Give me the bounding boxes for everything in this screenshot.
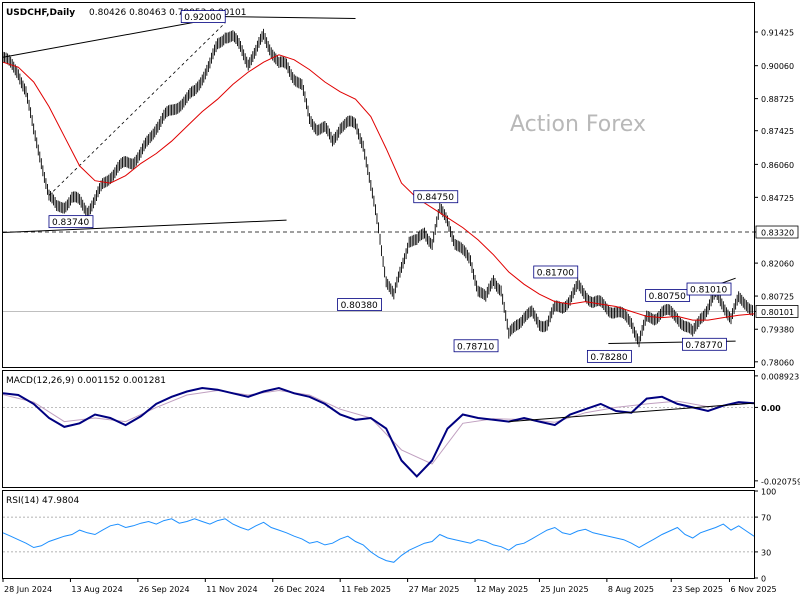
price-y-tick-label: 0.88725	[761, 95, 794, 104]
price-annotation-box	[180, 10, 226, 23]
price-y-label-box	[755, 225, 799, 239]
macd-y-tick-label: 0.008923	[761, 372, 799, 381]
chart-ohlc: 0.80426 0.80463 0.79953 0.80101	[89, 8, 246, 18]
price-y-tick-label: 0.90060	[761, 62, 794, 71]
x-tick-label: 13 Aug 2024	[71, 585, 122, 594]
price-y-tick-label: 0.84725	[761, 194, 794, 203]
rsi-y-tick-label: 70	[761, 514, 771, 523]
macd-title: MACD(12,26,9) 0.001152 0.001281	[6, 376, 166, 386]
price-y-tick-label: 0.80725	[761, 293, 794, 302]
price-annotation: 0.80380	[341, 301, 378, 311]
macd-layer	[2, 386, 755, 478]
x-tick-label: 8 Aug 2025	[608, 585, 654, 594]
price-panel-frame	[2, 2, 755, 368]
trendline-dashed	[48, 22, 226, 196]
price-annotation: 0.78710	[457, 342, 494, 352]
rsi-y-tick-label: 100	[761, 488, 776, 497]
x-tick-label: 23 Sep 2025	[672, 585, 723, 594]
macd-trendline	[508, 402, 755, 423]
x-tick-label: 27 Mar 2025	[409, 585, 460, 594]
price-annotation: 0.80750	[649, 292, 686, 302]
x-tick-label: 11 Nov 2024	[206, 585, 257, 594]
trendline-bottom	[2, 219, 287, 234]
rsi-y-tick-label: 30	[761, 548, 771, 557]
price-annotation-box	[337, 298, 382, 311]
price-annotation: 0.78280	[590, 353, 627, 363]
price-annotation: 0.84750	[417, 193, 454, 203]
price-y-tick-label: 0.80101	[761, 308, 794, 317]
price-annotation-box	[413, 190, 459, 204]
price-annotation-box	[586, 349, 632, 363]
price-y-tick-label: 0.83320	[761, 229, 794, 238]
chart-title: USDCHF,Daily	[6, 8, 75, 18]
x-tick-label: 26 Dec 2024	[274, 585, 325, 594]
x-tick-label: 6 Nov 2025	[730, 585, 776, 594]
price-annotation: 0.81010	[690, 286, 727, 296]
macd-panel-frame	[2, 370, 755, 488]
price-y-tick-label: 0.91425	[761, 28, 794, 37]
x-tick-label: 11 Feb 2025	[341, 585, 391, 594]
trendline-top-flat	[225, 16, 356, 20]
moving-average-line	[2, 54, 755, 321]
price-annotation-box	[453, 339, 499, 353]
price-annotation-box	[645, 289, 691, 302]
rsi-layer	[2, 516, 755, 563]
rsi-panel-frame	[2, 490, 755, 579]
price-annotation: 0.83740	[52, 218, 89, 228]
price-annotation: 0.92000	[184, 13, 221, 23]
rsi-title: RSI(14) 47.9804	[6, 496, 79, 506]
price-layer: 0.92000 0.83740 0.84750 0.80380 0.81700 0.787…	[2, 10, 755, 363]
x-tick-label: 28 Jun 2024	[4, 585, 52, 594]
macd-y-tick-label: 0.00	[761, 404, 781, 413]
price-y-tick-label: 0.86060	[761, 161, 794, 170]
watermark: Action Forex	[510, 112, 646, 137]
price-annotation: 0.81700	[537, 268, 574, 278]
price-annotation-box	[533, 265, 579, 279]
rsi-line	[2, 518, 755, 563]
price-y-tick-label: 0.78060	[761, 358, 794, 367]
price-annotation-box	[686, 282, 732, 296]
price-annotation-box	[48, 215, 94, 229]
axis-layer: 0.91425 0.90060 0.88725 0.87425 0.86060 0.847…	[2, 28, 800, 594]
price-annotation-box	[682, 337, 727, 351]
x-tick-label: 26 Sep 2024	[139, 585, 190, 594]
price-y-tick-label: 0.87425	[761, 127, 794, 136]
x-tick-label: 25 Jun 2025	[540, 585, 588, 594]
macd-y-tick-label: -0.020759	[761, 477, 800, 486]
trendline-top	[2, 16, 226, 58]
price-annotation: 0.78770	[685, 341, 722, 351]
price-y-tick-label: 0.82060	[761, 260, 794, 269]
x-tick-label: 12 May 2025	[476, 585, 528, 594]
rsi-y-tick-label: 0	[761, 575, 766, 584]
price-y-label-box	[755, 305, 799, 318]
price-y-tick-label: 0.79380	[761, 326, 794, 335]
